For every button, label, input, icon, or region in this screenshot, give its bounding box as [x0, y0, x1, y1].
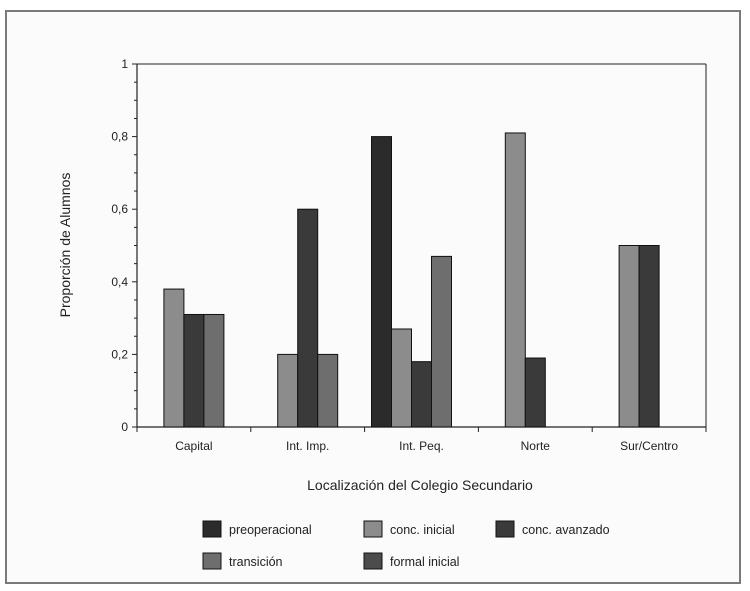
bar [524, 357, 546, 428]
bar [391, 328, 412, 428]
legend-label: preoperacional [229, 523, 312, 537]
bar [504, 132, 526, 428]
bar [638, 245, 660, 428]
y-tick-label: 0,4 [111, 275, 128, 289]
bar [371, 136, 392, 428]
bar [411, 361, 432, 428]
x-tick-label: Capital [175, 439, 212, 453]
bar [317, 353, 339, 428]
bar [431, 255, 452, 428]
bar [297, 208, 319, 428]
x-tick-label: Int. Imp. [286, 439, 329, 453]
plot-area: 0 0,2 0,4 0,6 0,8 1 Capital Int. Imp. Int. Peq. N… [111, 57, 707, 453]
legend-swatch [363, 520, 383, 538]
x-tick-label: Sur/Centro [620, 439, 678, 453]
bar [203, 313, 225, 428]
bar [183, 313, 205, 428]
legend-swatch [202, 520, 222, 538]
y-tick-label: 0 [121, 420, 128, 434]
legend-swatch [202, 552, 222, 570]
y-tick-label: 0,6 [111, 202, 128, 216]
y-tick-label: 0,8 [111, 130, 128, 144]
bar [277, 353, 299, 428]
legend-swatch [495, 520, 515, 538]
bar [163, 288, 185, 428]
x-tick-label: Norte [521, 439, 551, 453]
legend-swatch [363, 552, 383, 570]
y-tick-label: 0,2 [111, 347, 128, 361]
legend-label: formal inicial [390, 555, 459, 569]
legend-label: conc. avanzado [522, 523, 610, 537]
x-axis-title: Localización del Colegio Secundario [307, 477, 533, 493]
bar [618, 245, 640, 428]
y-tick-label: 1 [121, 57, 128, 71]
legend-label: conc. inicial [390, 523, 455, 537]
x-tick-label: Int. Peq. [399, 439, 444, 453]
legend: preoperacional conc. inicial conc. avanzad… [202, 520, 610, 570]
legend-label: transición [229, 555, 283, 569]
y-axis-title: Proporción de Alumnos [57, 173, 73, 318]
